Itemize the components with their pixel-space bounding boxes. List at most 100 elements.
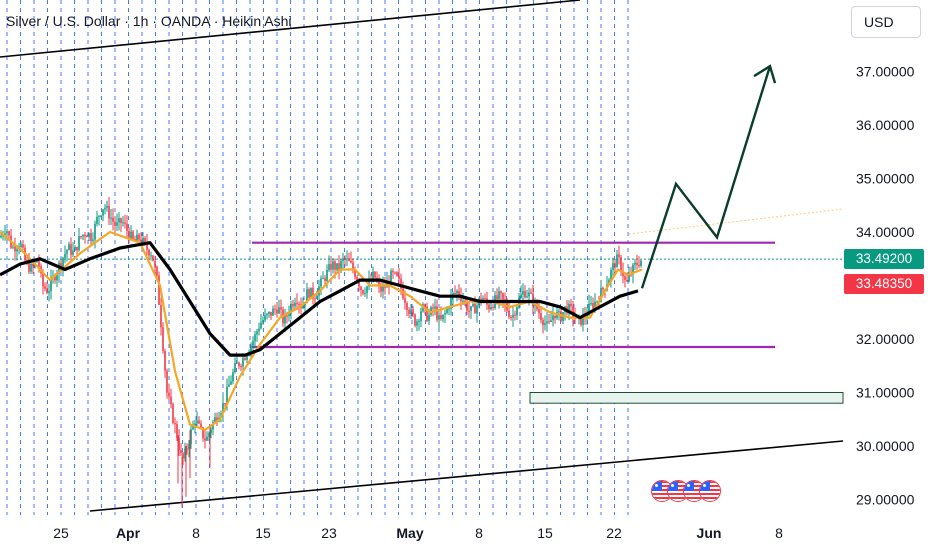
candle-body <box>632 264 634 275</box>
candle-body <box>610 270 612 280</box>
candle-body <box>444 313 446 315</box>
candle-body <box>462 300 464 302</box>
candle-body <box>116 222 118 226</box>
heikin-ashi-candles <box>0 197 642 508</box>
candle-body <box>620 257 622 271</box>
candle-body <box>124 222 126 224</box>
candle-body <box>442 314 444 320</box>
time-axis-label: 8 <box>192 525 200 541</box>
candle-body <box>44 286 46 289</box>
candle-body <box>594 301 596 309</box>
candle-body <box>74 246 76 251</box>
candle-body <box>496 295 498 300</box>
candle-body <box>132 231 134 239</box>
candle-body <box>110 217 112 219</box>
candle-body <box>260 322 262 329</box>
range-box <box>529 392 844 404</box>
candle-body <box>140 239 142 243</box>
candle-body <box>434 306 436 309</box>
candle-body <box>412 309 414 315</box>
candle-body <box>214 417 216 422</box>
candle-body <box>624 276 626 280</box>
candle-body <box>50 278 52 292</box>
candle-body <box>144 237 146 243</box>
candle-body <box>274 308 276 310</box>
candle-body <box>558 311 560 313</box>
candle-body <box>180 450 182 454</box>
candle-body <box>206 436 208 441</box>
candle-body <box>0 235 2 238</box>
candle-body <box>244 358 246 360</box>
candle-body <box>222 402 224 414</box>
candle-body <box>572 306 574 317</box>
candle-body <box>614 263 616 268</box>
trend-channel <box>0 0 844 512</box>
price-levels <box>0 241 844 404</box>
economic-events[interactable] <box>651 480 723 506</box>
candle-body <box>338 263 340 270</box>
candle-body <box>312 287 314 299</box>
candle-body <box>136 234 138 242</box>
currency-button[interactable]: USD <box>851 6 921 38</box>
candle-body <box>56 273 58 281</box>
candle-body <box>490 307 492 310</box>
candle-body <box>416 321 418 326</box>
candle-body <box>188 443 190 450</box>
candle-body <box>292 304 294 307</box>
candle-body <box>32 264 34 267</box>
candle-body <box>142 237 144 243</box>
candle-body <box>224 402 226 404</box>
candle-body <box>62 257 64 267</box>
candle-body <box>198 420 200 424</box>
candle-body <box>230 381 232 385</box>
candle-body <box>408 310 410 315</box>
candle-body <box>404 298 406 304</box>
candle-body <box>330 263 332 270</box>
candle-body <box>500 291 502 294</box>
candle-body <box>112 217 114 222</box>
candle-body <box>464 300 466 302</box>
candle-body <box>524 291 526 298</box>
candle-body <box>238 362 240 367</box>
candle-body <box>526 296 528 298</box>
candle-body <box>28 261 30 272</box>
candle-body <box>446 308 448 314</box>
candle-body <box>114 221 116 226</box>
candle-body <box>432 307 434 309</box>
candle-body <box>346 258 348 260</box>
us-flag-icon[interactable] <box>699 480 721 502</box>
candle-body <box>174 423 176 425</box>
candle-body <box>492 307 494 309</box>
candle-body <box>86 236 88 238</box>
candle-body <box>246 355 248 360</box>
time-axis-label: 23 <box>321 525 337 541</box>
candle-body <box>184 448 186 459</box>
candle-body <box>186 448 188 450</box>
candle-body <box>414 314 416 326</box>
candle-body <box>272 308 274 316</box>
candle-body <box>48 291 50 294</box>
candle-body <box>362 290 364 294</box>
candle-body <box>256 331 258 335</box>
candle-body <box>454 293 456 295</box>
time-axis-label: 8 <box>475 525 483 541</box>
candle-body <box>68 244 70 251</box>
candle-body <box>568 303 570 314</box>
candle-body <box>178 437 180 451</box>
candle-body <box>424 304 426 307</box>
candle-body <box>600 287 602 302</box>
candle-body <box>128 230 130 240</box>
candle-body <box>344 258 346 260</box>
candle-body <box>72 250 74 255</box>
candle-body <box>108 205 110 219</box>
candle-body <box>474 303 476 314</box>
candle-body <box>512 314 514 318</box>
candle-body <box>228 384 230 387</box>
candle-body <box>358 280 360 287</box>
candle-body <box>348 258 350 262</box>
candle-body <box>596 301 598 303</box>
candle-body <box>634 262 636 265</box>
candle-body <box>130 231 132 240</box>
